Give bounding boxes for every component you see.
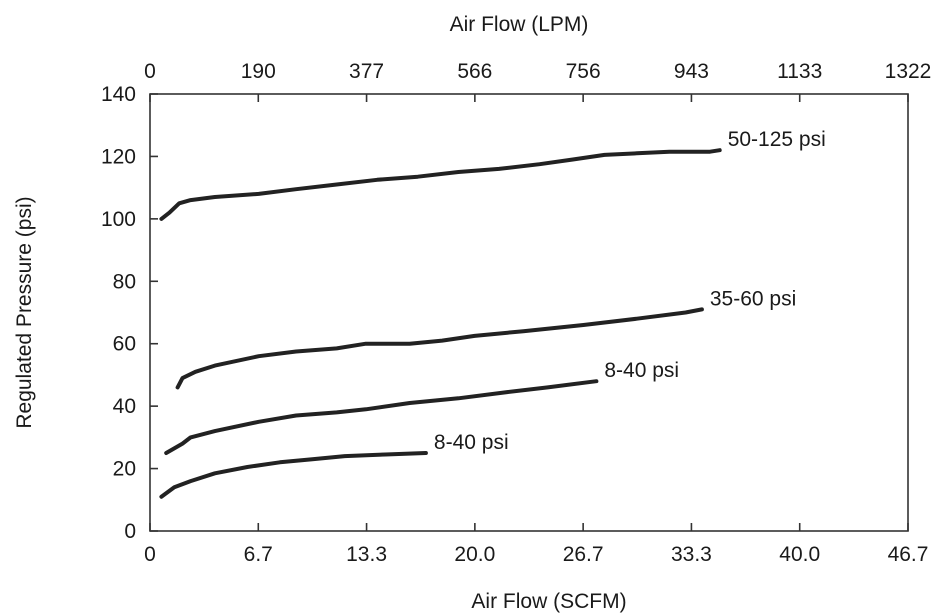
series-line bbox=[175, 307, 704, 390]
y-tick-label: 100 bbox=[101, 208, 136, 231]
series-line bbox=[164, 379, 599, 455]
top-x-tick-label: 377 bbox=[349, 60, 384, 83]
series-label: 35-60 psi bbox=[710, 287, 796, 310]
x-tick-label: 33.3 bbox=[671, 543, 712, 566]
plot-border bbox=[149, 93, 909, 532]
series-labels: 50-125 psi 35-60 psi 8-40 psi 8-40 psi bbox=[434, 128, 826, 454]
x-axis-ticks: 0 6.7 13.3 20.0 26.7 33.3 40.0 46.7 bbox=[144, 523, 928, 566]
top-x-tick-label: 756 bbox=[566, 60, 601, 83]
x-axis-label: Air Flow (SCFM) bbox=[471, 590, 626, 613]
series-line bbox=[159, 148, 722, 221]
x-tick-label: 26.7 bbox=[563, 543, 604, 566]
y-tick-label: 60 bbox=[113, 333, 136, 356]
y-tick-label: 140 bbox=[101, 83, 136, 106]
x-tick-label: 13.3 bbox=[346, 543, 387, 566]
x-tick-label: 6.7 bbox=[244, 543, 273, 566]
top-x-axis-ticks: 0 190 377 566 756 943 1133 1322 bbox=[144, 60, 931, 102]
y-tick-label: 120 bbox=[101, 145, 136, 168]
top-x-tick-label: 1322 bbox=[885, 60, 932, 83]
y-tick-label: 40 bbox=[113, 395, 136, 418]
x-tick-label: 40.0 bbox=[779, 543, 820, 566]
top-x-tick-label: 190 bbox=[241, 60, 276, 83]
series-label: 50-125 psi bbox=[728, 128, 826, 151]
top-x-tick-label: 943 bbox=[674, 60, 709, 83]
y-tick-label: 0 bbox=[124, 520, 136, 543]
top-x-tick-label: 1133 bbox=[777, 60, 822, 83]
series-curves bbox=[159, 148, 722, 499]
y-tick-label: 20 bbox=[113, 458, 136, 481]
y-axis-ticks: 0 20 40 60 80 100 120 140 bbox=[101, 83, 158, 543]
top-x-tick-label: 0 bbox=[144, 60, 156, 83]
x-tick-label: 46.7 bbox=[888, 543, 929, 566]
series-label: 8-40 psi bbox=[434, 431, 509, 454]
series-line bbox=[159, 451, 428, 499]
y-tick-label: 80 bbox=[113, 270, 136, 293]
top-x-tick-label: 566 bbox=[457, 60, 492, 83]
series-label: 8-40 psi bbox=[604, 359, 679, 382]
x-tick-label: 0 bbox=[144, 543, 156, 566]
top-x-axis-label: Air Flow (LPM) bbox=[450, 13, 589, 36]
y-axis-label: Regulated Pressure (psi) bbox=[13, 196, 36, 428]
x-tick-label: 20.0 bbox=[454, 543, 495, 566]
plot-frame bbox=[149, 93, 909, 532]
